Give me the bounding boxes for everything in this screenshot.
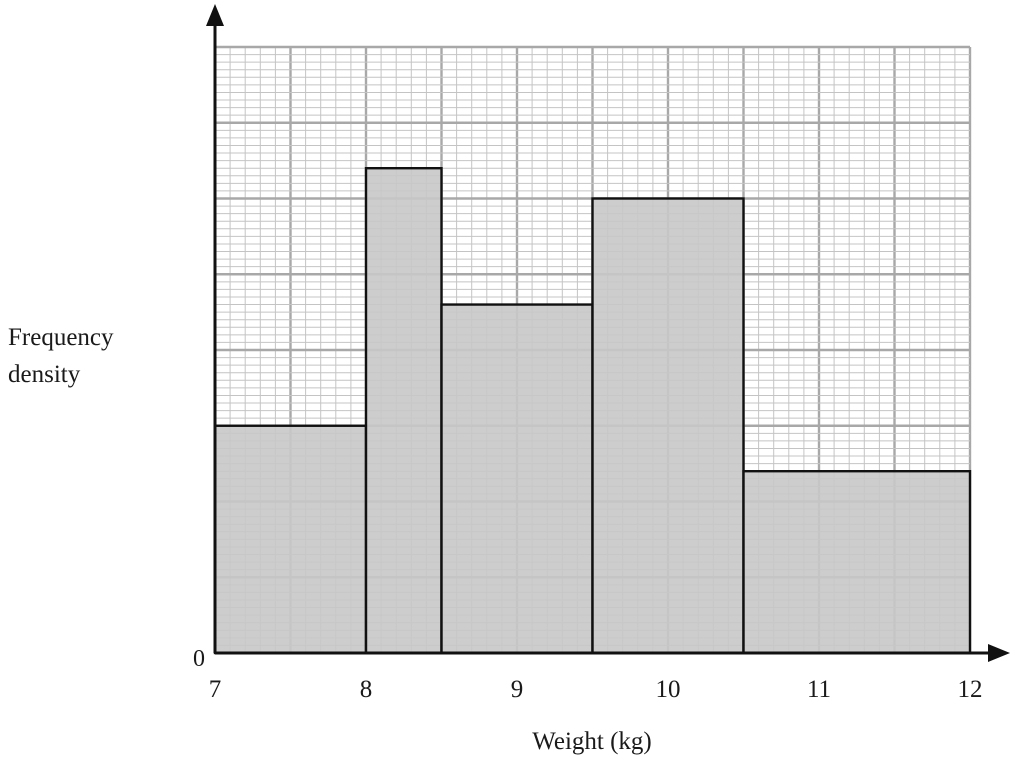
histogram-bar	[591, 197, 745, 655]
y-axis-label-line-1: Frequency	[8, 324, 114, 351]
histogram-bar	[742, 470, 972, 655]
histogram-bar	[364, 166, 443, 655]
x-axis-label: Weight (kg)	[532, 728, 651, 755]
histogram-bars	[213, 166, 972, 655]
histogram-bar	[440, 303, 594, 655]
x-tick-label: 10	[656, 676, 681, 703]
origin-label: 0	[193, 646, 205, 672]
x-tick-label: 9	[511, 676, 524, 703]
x-axis-arrow-icon	[988, 644, 1010, 662]
histogram-bar	[213, 424, 368, 655]
x-tick-label: 11	[807, 676, 831, 703]
x-tick-labels: 7 8 9 10 11 12	[209, 676, 983, 703]
x-tick-label: 12	[958, 676, 983, 703]
y-axis-label-line-2: density	[8, 361, 81, 388]
x-tick-label: 8	[360, 676, 373, 703]
x-tick-label: 7	[209, 676, 222, 703]
chart-axes	[206, 4, 1010, 662]
y-axis-arrow-icon	[206, 4, 224, 26]
